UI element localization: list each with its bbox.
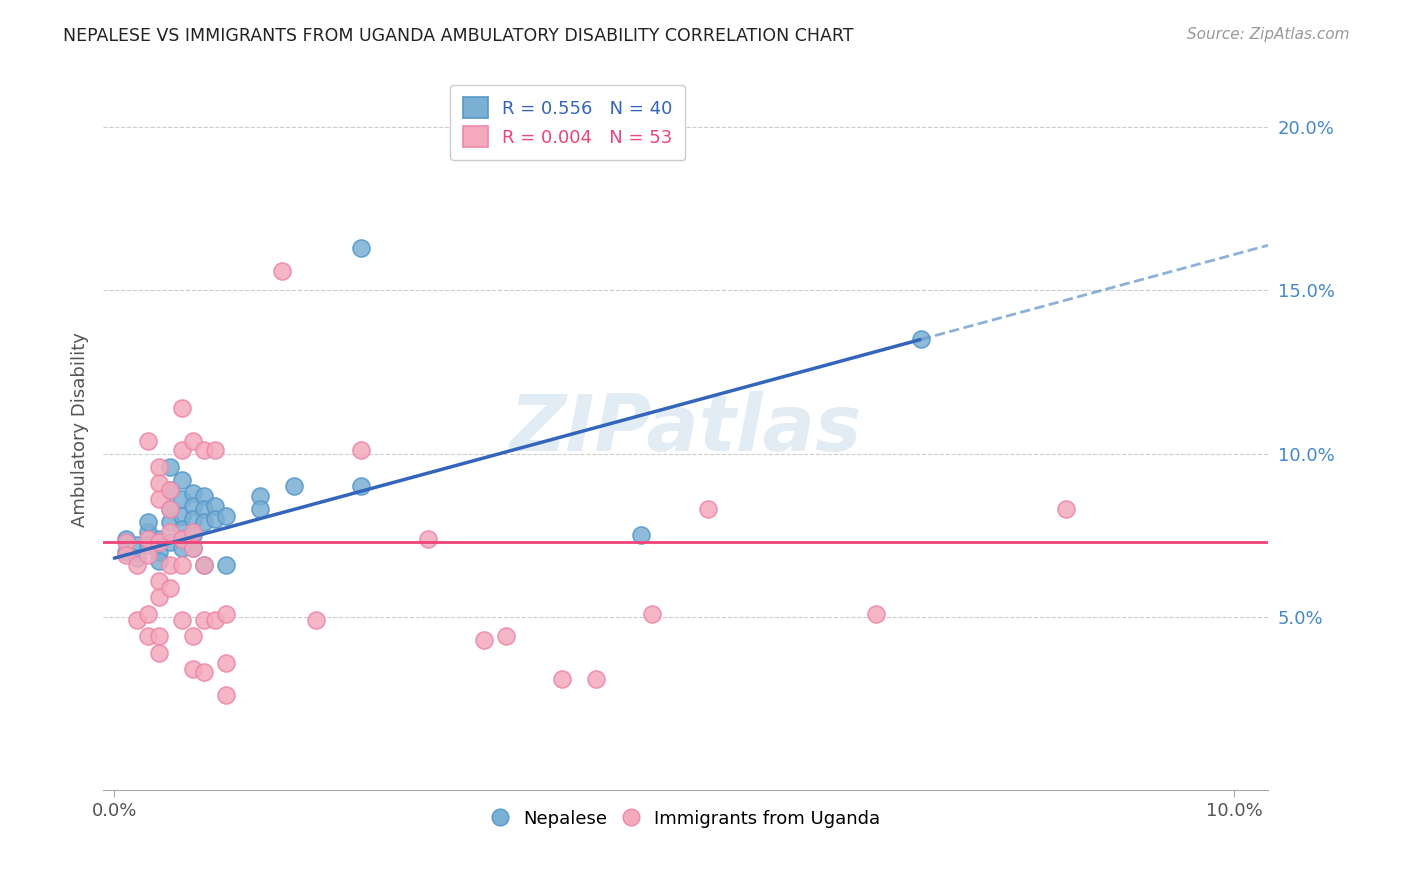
Legend: Nepalese, Immigrants from Uganda: Nepalese, Immigrants from Uganda xyxy=(484,803,887,835)
Point xyxy=(181,528,204,542)
Point xyxy=(170,541,193,556)
Point xyxy=(193,502,215,516)
Point xyxy=(472,632,495,647)
Point xyxy=(148,476,170,491)
Point xyxy=(350,479,373,493)
Point xyxy=(215,688,238,702)
Point xyxy=(193,613,215,627)
Point xyxy=(249,489,271,503)
Point xyxy=(148,646,170,660)
Point xyxy=(170,532,193,546)
Point xyxy=(204,443,226,458)
Point xyxy=(204,499,226,513)
Point xyxy=(181,499,204,513)
Point xyxy=(193,443,215,458)
Point xyxy=(159,502,181,516)
Point xyxy=(181,541,204,556)
Point xyxy=(125,613,148,627)
Point xyxy=(495,630,517,644)
Point xyxy=(170,558,193,572)
Point xyxy=(204,512,226,526)
Text: ZIPatlas: ZIPatlas xyxy=(509,392,862,467)
Point xyxy=(204,613,226,627)
Point xyxy=(159,459,181,474)
Point xyxy=(148,492,170,507)
Point xyxy=(114,532,136,546)
Point xyxy=(159,502,181,516)
Point xyxy=(148,534,170,549)
Point xyxy=(181,486,204,500)
Point xyxy=(697,502,720,516)
Point xyxy=(136,532,159,546)
Point xyxy=(170,492,193,507)
Point xyxy=(181,662,204,676)
Point xyxy=(193,665,215,680)
Point xyxy=(125,558,148,572)
Point xyxy=(181,524,204,539)
Point xyxy=(148,544,170,558)
Point xyxy=(910,333,932,347)
Point xyxy=(125,538,148,552)
Point xyxy=(170,508,193,523)
Point xyxy=(641,607,664,621)
Point xyxy=(249,502,271,516)
Point xyxy=(114,544,136,558)
Point xyxy=(350,241,373,255)
Point xyxy=(193,515,215,529)
Point xyxy=(193,489,215,503)
Point xyxy=(114,548,136,562)
Point xyxy=(1054,502,1077,516)
Point xyxy=(170,613,193,627)
Point xyxy=(159,483,181,497)
Point xyxy=(215,607,238,621)
Point xyxy=(181,434,204,448)
Point xyxy=(159,534,181,549)
Point xyxy=(159,581,181,595)
Text: NEPALESE VS IMMIGRANTS FROM UGANDA AMBULATORY DISABILITY CORRELATION CHART: NEPALESE VS IMMIGRANTS FROM UGANDA AMBUL… xyxy=(63,27,853,45)
Point xyxy=(136,630,159,644)
Point xyxy=(159,524,181,539)
Point xyxy=(170,473,193,487)
Point xyxy=(148,574,170,588)
Point xyxy=(170,401,193,415)
Point xyxy=(148,630,170,644)
Point xyxy=(585,672,607,686)
Point xyxy=(181,630,204,644)
Point xyxy=(159,515,181,529)
Point xyxy=(350,443,373,458)
Point xyxy=(630,528,652,542)
Point xyxy=(215,656,238,670)
Point xyxy=(125,551,148,566)
Point xyxy=(159,483,181,497)
Point xyxy=(271,264,294,278)
Point xyxy=(136,515,159,529)
Point xyxy=(136,607,159,621)
Point xyxy=(148,554,170,568)
Point xyxy=(148,532,170,546)
Point xyxy=(136,434,159,448)
Point xyxy=(865,607,887,621)
Point xyxy=(170,522,193,536)
Point xyxy=(159,558,181,572)
Point xyxy=(193,558,215,572)
Point xyxy=(193,558,215,572)
Y-axis label: Ambulatory Disability: Ambulatory Disability xyxy=(72,332,89,526)
Point xyxy=(416,532,439,546)
Point xyxy=(181,541,204,556)
Point xyxy=(148,591,170,605)
Point xyxy=(136,538,159,552)
Point xyxy=(136,524,159,539)
Point xyxy=(148,459,170,474)
Point xyxy=(215,558,238,572)
Point xyxy=(283,479,305,493)
Point xyxy=(136,548,159,562)
Text: Source: ZipAtlas.com: Source: ZipAtlas.com xyxy=(1187,27,1350,42)
Point xyxy=(114,534,136,549)
Point xyxy=(215,508,238,523)
Point xyxy=(305,613,328,627)
Point xyxy=(170,443,193,458)
Point xyxy=(181,512,204,526)
Point xyxy=(551,672,574,686)
Point xyxy=(170,532,193,546)
